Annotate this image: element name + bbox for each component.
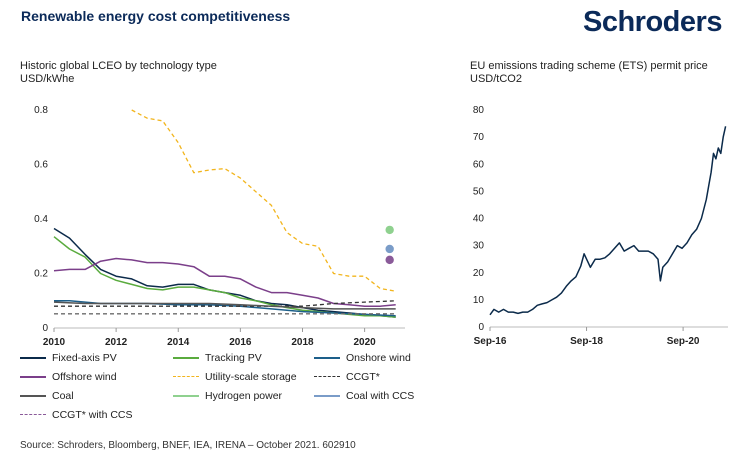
- legend-label: Coal: [52, 390, 74, 402]
- ets-series-series-0-line: [489, 126, 727, 316]
- legend-swatch: [314, 357, 340, 359]
- lceo-series-ccgt-with-ccs-point: [385, 255, 394, 265]
- ets-ytick-label: 0: [478, 322, 484, 333]
- legend-swatch: [20, 414, 46, 415]
- legend-label: Utility-scale storage: [205, 371, 297, 383]
- lceo-ytick-label: 0.6: [34, 160, 48, 171]
- legend-swatch: [20, 395, 46, 397]
- ets-ytick-label: 30: [473, 241, 485, 252]
- lceo-series-coal-line: [53, 301, 396, 310]
- legend-swatch: [173, 395, 199, 397]
- legend-swatch: [20, 376, 46, 378]
- ets-ytick-label: 40: [473, 214, 485, 225]
- legend-label: Tracking PV: [205, 352, 262, 364]
- lceo-xtick-label: 2012: [105, 337, 128, 348]
- lceo-series-coal-with-ccs-point: [385, 244, 394, 254]
- lceo-xtick-label: 2010: [43, 337, 66, 348]
- lceo-ytick-label: 0.4: [34, 214, 48, 225]
- legend-label: Offshore wind: [52, 371, 117, 383]
- ets-ytick-label: 60: [473, 159, 485, 170]
- ets-chart-ylabel: USD/tCO2: [470, 73, 522, 85]
- legend-label: Coal with CCS: [346, 390, 415, 402]
- lceo-ytick-label: 0: [42, 323, 48, 334]
- ets-ytick-label: 20: [473, 268, 485, 279]
- source-note: Source: Schroders, Bloomberg, BNEF, IEA,…: [20, 440, 356, 451]
- legend-label: CCGT*: [346, 371, 380, 383]
- ets-ytick-label: 80: [473, 105, 485, 116]
- page-title: Renewable energy cost competitiveness: [21, 8, 291, 24]
- legend-swatch: [314, 395, 340, 397]
- legend-swatch: [173, 376, 199, 377]
- lceo-xtick-label: 2014: [167, 337, 190, 348]
- ets-chart-title-block: EU emissions trading scheme (ETS) permit…: [470, 60, 708, 86]
- lceo-chart-ylabel: USD/kWhe: [20, 73, 75, 85]
- lceo-series-hydrogen-power-point: [385, 225, 394, 235]
- lceo-ytick-label: 0.2: [34, 269, 48, 280]
- lceo-series-onshore-wind-line: [54, 300, 396, 317]
- ets-xtick-label: Sep-20: [667, 336, 700, 347]
- lceo-series-ccgt-line: [54, 300, 396, 307]
- ets-ytick-label: 50: [473, 186, 485, 197]
- lceo-xtick-label: 2020: [353, 337, 376, 348]
- lceo-chart-title-block: Historic global LCEO by technology type …: [20, 60, 217, 86]
- lceo-xtick-label: 2018: [291, 337, 314, 348]
- legend-swatch: [314, 376, 340, 377]
- ets-ytick-label: 70: [473, 132, 485, 143]
- ets-xtick-label: Sep-16: [474, 336, 507, 347]
- lceo-xtick-label: 2016: [229, 337, 252, 348]
- lceo-chart-title: Historic global LCEO by technology type: [20, 60, 217, 72]
- ets-chart-title: EU emissions trading scheme (ETS) permit…: [470, 60, 708, 72]
- legend-swatch: [20, 357, 46, 359]
- legend-swatch: [173, 357, 199, 359]
- legend-label: Onshore wind: [346, 352, 411, 364]
- legend-label: CCGT* with CCS: [52, 409, 133, 421]
- ets-ytick-label: 10: [473, 295, 485, 306]
- lceo-series-offshore-wind-line: [53, 257, 396, 307]
- legend-label: Fixed-axis PV: [52, 352, 117, 364]
- legend-label: Hydrogen power: [205, 390, 283, 402]
- lceo-ytick-label: 0.8: [34, 105, 48, 116]
- ets-xtick-label: Sep-18: [570, 336, 603, 347]
- schroders-logo: Schroders: [583, 6, 722, 38]
